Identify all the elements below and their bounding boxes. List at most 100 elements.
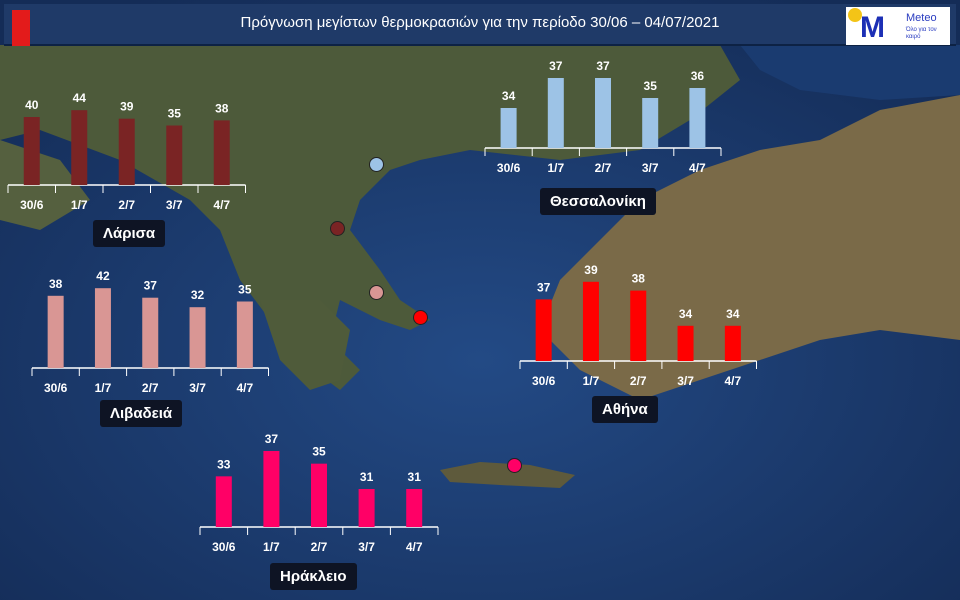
bar <box>311 463 327 527</box>
bar <box>582 281 599 361</box>
logo-name: Meteo <box>906 12 937 24</box>
data-label: 40 <box>25 98 39 112</box>
data-label: 37 <box>537 280 551 294</box>
bar <box>213 120 230 185</box>
city-marker <box>369 157 384 172</box>
data-label: 36 <box>691 69 705 83</box>
bar <box>189 307 206 368</box>
land-peloponnese <box>260 300 350 390</box>
bar <box>142 297 159 368</box>
tick-label: 2/7 <box>118 198 135 212</box>
bar <box>724 325 741 361</box>
city-chart: 40 30/6 44 1/7 39 2/7 35 3/7 38 4/7 <box>7 91 246 212</box>
tick-label: 1/7 <box>547 161 564 175</box>
city-chart: 37 30/6 39 1/7 38 2/7 34 3/7 34 4/7 <box>519 263 757 388</box>
data-label: 37 <box>596 59 610 73</box>
city-chart: 33 30/6 37 1/7 35 2/7 31 3/7 31 4/7 <box>199 432 439 554</box>
tick-label: 30/6 <box>20 198 44 212</box>
data-label: 44 <box>73 91 87 105</box>
tick-label: 1/7 <box>583 374 600 388</box>
data-label: 35 <box>644 79 658 93</box>
city-label: Αθήνα <box>592 396 658 423</box>
data-label: 34 <box>502 89 516 103</box>
bar <box>236 301 253 368</box>
tick-label: 4/7 <box>406 540 423 554</box>
data-label: 31 <box>360 470 374 484</box>
tick-label: 3/7 <box>189 381 206 395</box>
data-label: 34 <box>679 307 693 321</box>
tick-label: 4/7 <box>689 161 706 175</box>
bar <box>215 476 232 527</box>
data-label: 35 <box>168 107 182 121</box>
data-label: 34 <box>726 307 740 321</box>
tick-label: 3/7 <box>358 540 375 554</box>
tick-label: 30/6 <box>497 161 521 175</box>
bar <box>595 78 611 148</box>
land-blacksea-coast <box>740 45 960 100</box>
data-label: 38 <box>49 277 63 291</box>
bar <box>263 451 280 527</box>
tick-label: 2/7 <box>311 540 328 554</box>
bar <box>535 299 552 361</box>
page-title: Πρόγνωση μεγίστων θερμοκρασιών για την π… <box>240 14 720 31</box>
city-label: Λάρισα <box>93 220 166 247</box>
header-bar: Πρόγνωση μεγίστων θερμοκρασιών για την π… <box>4 4 956 46</box>
thermometer-icon <box>12 10 30 46</box>
bar <box>166 125 183 185</box>
tick-label: 1/7 <box>71 198 88 212</box>
bar <box>547 78 564 148</box>
data-label: 38 <box>632 272 646 286</box>
tick-label: 2/7 <box>630 374 647 388</box>
city-chart: 34 30/6 37 1/7 37 2/7 35 3/7 36 4/7 <box>484 59 722 175</box>
tick-label: 2/7 <box>595 161 612 175</box>
bar <box>677 325 694 361</box>
data-label: 32 <box>191 288 205 302</box>
tick-label: 3/7 <box>166 198 183 212</box>
bar <box>642 98 659 148</box>
bar <box>689 88 706 148</box>
bar <box>406 489 423 527</box>
logo-mark: M <box>860 11 885 44</box>
data-label: 37 <box>265 432 279 446</box>
data-label: 31 <box>408 470 422 484</box>
city-marker <box>369 285 384 300</box>
city-chart: 38 30/6 42 1/7 37 2/7 32 3/7 35 4/7 <box>31 269 269 395</box>
bar <box>500 108 517 148</box>
tick-label: 1/7 <box>95 381 112 395</box>
land-crete <box>440 462 575 488</box>
bar <box>630 290 647 361</box>
meteo-logo: M Meteo Όλο για τον καιρό <box>846 7 950 45</box>
city-label: Θεσσαλονίκη <box>540 188 656 215</box>
tick-label: 30/6 <box>532 374 556 388</box>
tick-label: 3/7 <box>642 161 659 175</box>
tick-label: 1/7 <box>263 540 280 554</box>
bar <box>71 110 88 185</box>
tick-label: 4/7 <box>725 374 742 388</box>
sun-icon <box>848 8 862 22</box>
data-label: 35 <box>312 445 326 459</box>
city-marker <box>413 310 428 325</box>
bar <box>47 295 64 368</box>
city-marker <box>507 458 522 473</box>
bar <box>23 117 40 185</box>
bar <box>118 118 135 185</box>
tick-label: 2/7 <box>142 381 159 395</box>
data-label: 38 <box>215 101 229 115</box>
data-label: 35 <box>238 283 252 297</box>
city-label: Λιβαδειά <box>100 400 183 427</box>
tick-label: 30/6 <box>44 381 68 395</box>
tick-label: 4/7 <box>213 198 230 212</box>
logo-tagline: Όλο για τον καιρό <box>906 27 937 40</box>
tick-label: 30/6 <box>212 540 236 554</box>
bar <box>94 288 111 368</box>
data-label: 37 <box>549 59 563 73</box>
city-label: Ηράκλειο <box>270 563 357 590</box>
data-label: 37 <box>144 279 158 293</box>
data-label: 33 <box>217 457 231 471</box>
tick-label: 3/7 <box>677 374 694 388</box>
bar <box>358 489 375 527</box>
data-label: 42 <box>96 269 110 283</box>
